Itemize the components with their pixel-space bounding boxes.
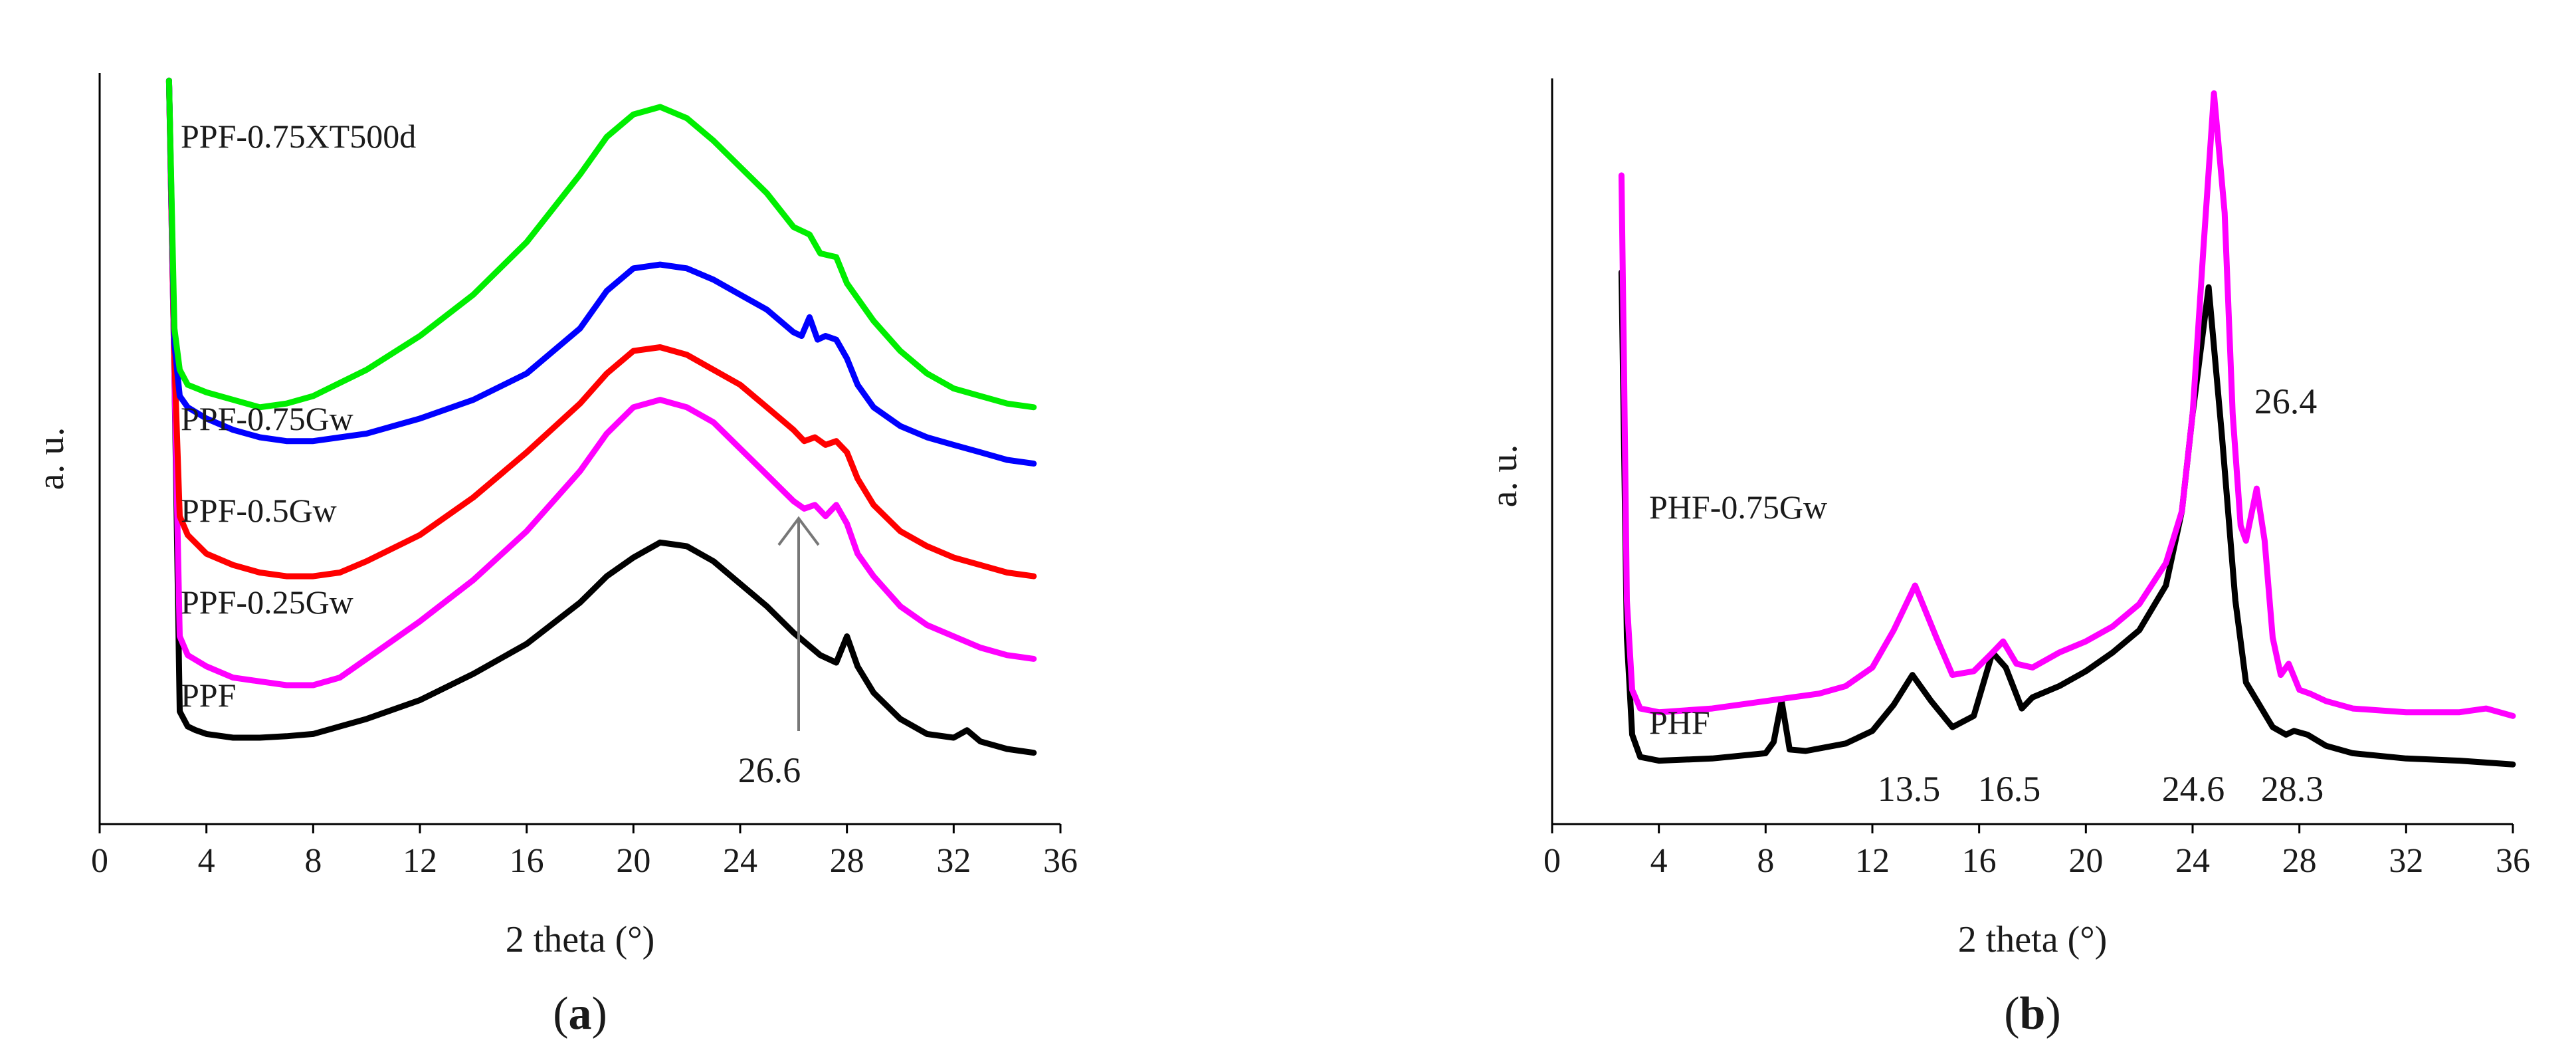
caption-letter-b: b — [2020, 988, 2046, 1039]
annotation-label-13-5: 13.5 — [1878, 769, 1941, 809]
annotation-label-28-3: 28.3 — [2261, 769, 2324, 809]
annotation-label-24-6: 24.6 — [2162, 769, 2225, 809]
annotation-label-26-4: 26.4 — [2254, 381, 2318, 421]
caption-a: (a) — [553, 988, 607, 1039]
series-label-ppf-0.75gw: PPF-0.75Gw — [181, 400, 353, 437]
x-tick-label-b-4: 16 — [1962, 842, 1997, 880]
series-line-phf-0.75gw — [1621, 93, 2513, 716]
x-ticks-b: 0 4 8 12 16 20 24 28 32 36 — [1543, 824, 2530, 880]
peak-annotation-26-6: 26.6 — [738, 518, 819, 790]
series-label-ppf-0.25gw: PPF-0.25Gw — [181, 583, 353, 621]
x-tick-label-b-6: 24 — [2175, 842, 2210, 880]
series-label-ppf-0.5gw: PPF-0.5Gw — [181, 492, 337, 529]
x-tick-label-a-0: 0 — [91, 842, 108, 880]
x-axis-title-b: 2 theta (°) — [1958, 919, 2108, 960]
y-axis-title-b: a. u. — [1484, 445, 1525, 508]
x-tick-label-b-5: 20 — [2068, 842, 2103, 880]
series-label-ppf: PPF — [181, 677, 236, 714]
caption-letter-a: a — [569, 988, 592, 1039]
x-tick-label-a-5: 20 — [616, 842, 650, 880]
x-tick-label-b-7: 28 — [2282, 842, 2317, 880]
annotation-label-26-6: 26.6 — [738, 750, 801, 790]
x-tick-label-b-0: 0 — [1543, 842, 1561, 880]
figure: 0 4 8 12 16 20 24 28 32 36 a. u. 2 theta (°) PPF-… — [0, 0, 2576, 1060]
series-label-ppf-0.75xt500d: PPF-0.75XT500d — [181, 118, 416, 155]
x-ticks-a: 0 4 8 12 16 20 24 28 32 36 — [91, 824, 1078, 880]
x-tick-label-b-8: 32 — [2389, 842, 2423, 880]
series-group-b — [1621, 93, 2513, 764]
x-tick-label-b-2: 8 — [1757, 842, 1774, 880]
y-axis-title-a: a. u. — [31, 427, 72, 490]
x-tick-label-b-3: 12 — [1855, 842, 1890, 880]
x-tick-label-a-4: 16 — [510, 842, 544, 880]
chart-panel-b: 0 4 8 12 16 20 24 28 32 36 a. u. 2 theta (°) PHF-… — [1484, 78, 2530, 1039]
x-tick-label-b-1: 4 — [1650, 842, 1668, 880]
caption-b: (b) — [2004, 988, 2061, 1039]
x-tick-label-a-3: 12 — [403, 842, 437, 880]
x-tick-label-a-6: 24 — [723, 842, 757, 880]
x-axis-title-a: 2 theta (°) — [506, 919, 655, 960]
x-tick-label-a-1: 4 — [198, 842, 215, 880]
x-tick-label-b-9: 36 — [2496, 842, 2530, 880]
chart-panel-a: 0 4 8 12 16 20 24 28 32 36 a. u. 2 theta (°) PPF-… — [31, 73, 1078, 1039]
x-tick-label-a-7: 28 — [830, 842, 864, 880]
x-tick-label-a-8: 32 — [936, 842, 971, 880]
x-tick-label-a-9: 36 — [1043, 842, 1078, 880]
series-label-phf-0.75gw: PHF-0.75Gw — [1649, 488, 1827, 526]
annotation-label-16-5: 16.5 — [1978, 769, 2041, 809]
x-tick-label-a-2: 8 — [304, 842, 322, 880]
series-label-phf: PHF — [1649, 704, 1710, 741]
